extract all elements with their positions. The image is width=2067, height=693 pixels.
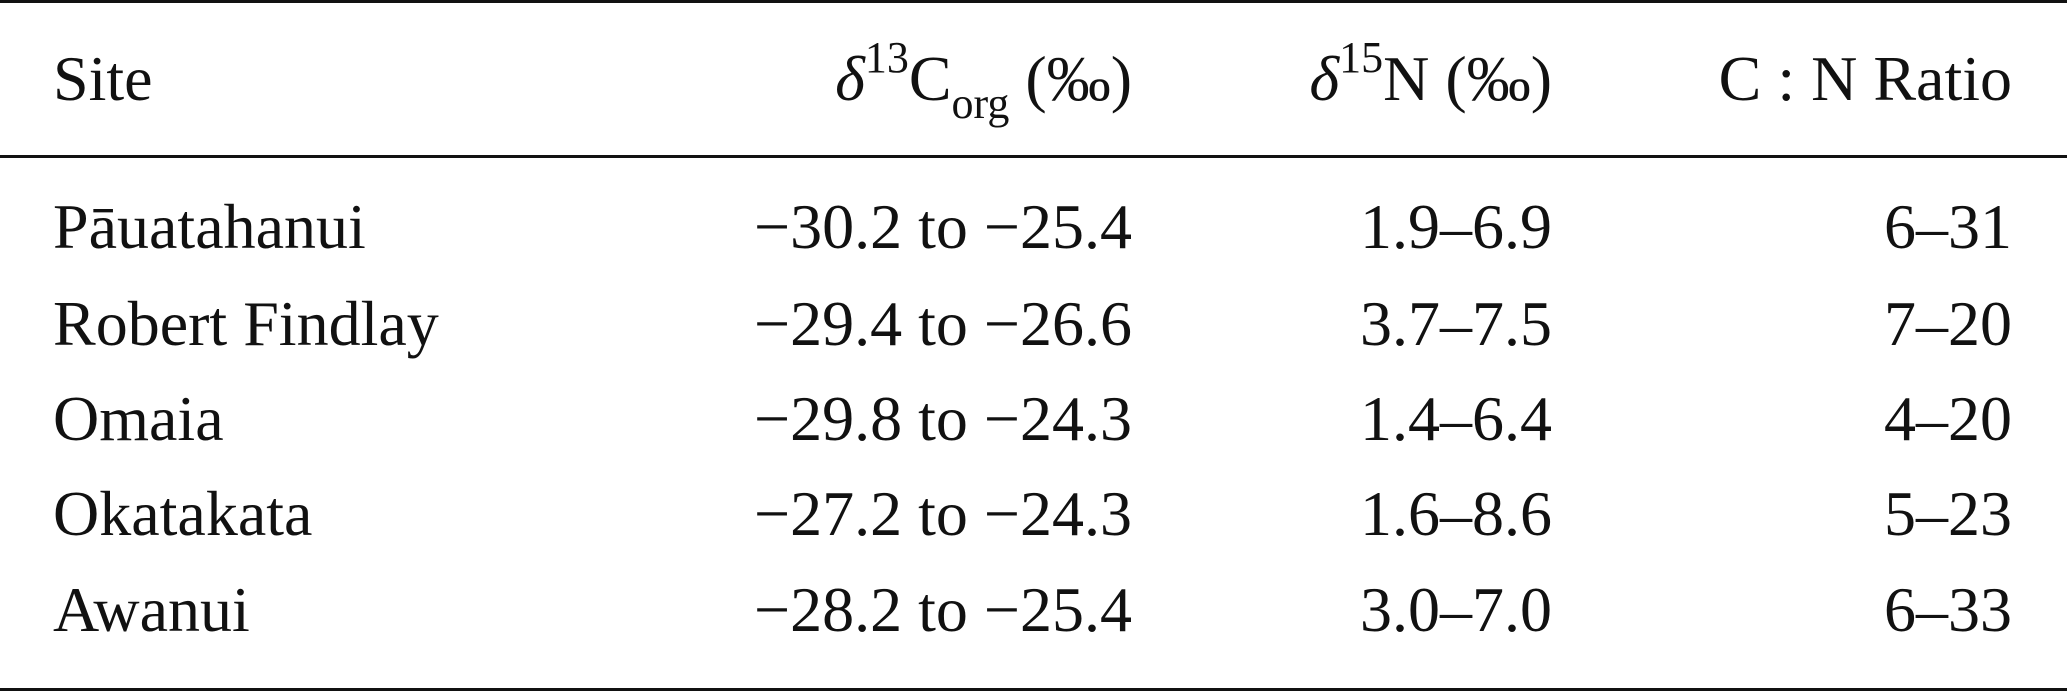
cell-delta15n: 3.7–7.5: [1360, 288, 1552, 359]
cell-delta15n: 1.6–8.6: [1360, 478, 1552, 549]
cell-delta15n: 1.9–6.9: [1360, 191, 1552, 262]
cell-delta13c: −29.8 to −24.3: [754, 383, 1132, 454]
header-rule: [0, 155, 2067, 158]
cell-delta13c: −30.2 to −25.4: [754, 191, 1132, 262]
superscript-13: 13: [864, 32, 909, 82]
header-delta13c: δ13Corg (‰): [835, 35, 1132, 125]
cell-delta15n: 3.0–7.0: [1360, 574, 1552, 645]
header-c13-unit: (‰): [1009, 43, 1132, 114]
cell-delta13c: −29.4 to −26.6: [754, 288, 1132, 359]
cell-delta13c: −27.2 to −24.3: [754, 478, 1132, 549]
superscript-15: 15: [1339, 32, 1384, 82]
cell-site: Robert Findlay: [53, 288, 439, 359]
delta-symbol: δ: [1309, 43, 1340, 114]
cell-delta13c: −28.2 to −25.4: [754, 574, 1132, 645]
cell-site: Omaia: [53, 383, 224, 454]
top-rule: [0, 0, 2067, 3]
header-delta15n: δ15N (‰): [1309, 35, 1552, 111]
cell-cn-ratio: 6–33: [1884, 574, 2012, 645]
header-n15-unit: (‰): [1429, 43, 1552, 114]
cell-cn-ratio: 7–20: [1884, 288, 2012, 359]
cell-cn-ratio: 5–23: [1884, 478, 2012, 549]
cell-site: Pāuatahanui: [53, 191, 366, 262]
bottom-rule: [0, 688, 2067, 691]
cell-delta15n: 1.4–6.4: [1360, 383, 1552, 454]
subscript-org: org: [951, 78, 1010, 128]
header-n-base: N: [1383, 43, 1430, 114]
header-cn-ratio: C : N Ratio: [1718, 43, 2012, 114]
delta-symbol: δ: [835, 43, 865, 114]
header-c-base: C: [908, 43, 952, 114]
cell-cn-ratio: 4–20: [1884, 383, 2012, 454]
cell-site: Awanui: [53, 574, 250, 645]
cell-cn-ratio: 6–31: [1884, 191, 2012, 262]
header-site: Site: [53, 43, 153, 114]
cell-site: Okatakata: [53, 478, 313, 549]
